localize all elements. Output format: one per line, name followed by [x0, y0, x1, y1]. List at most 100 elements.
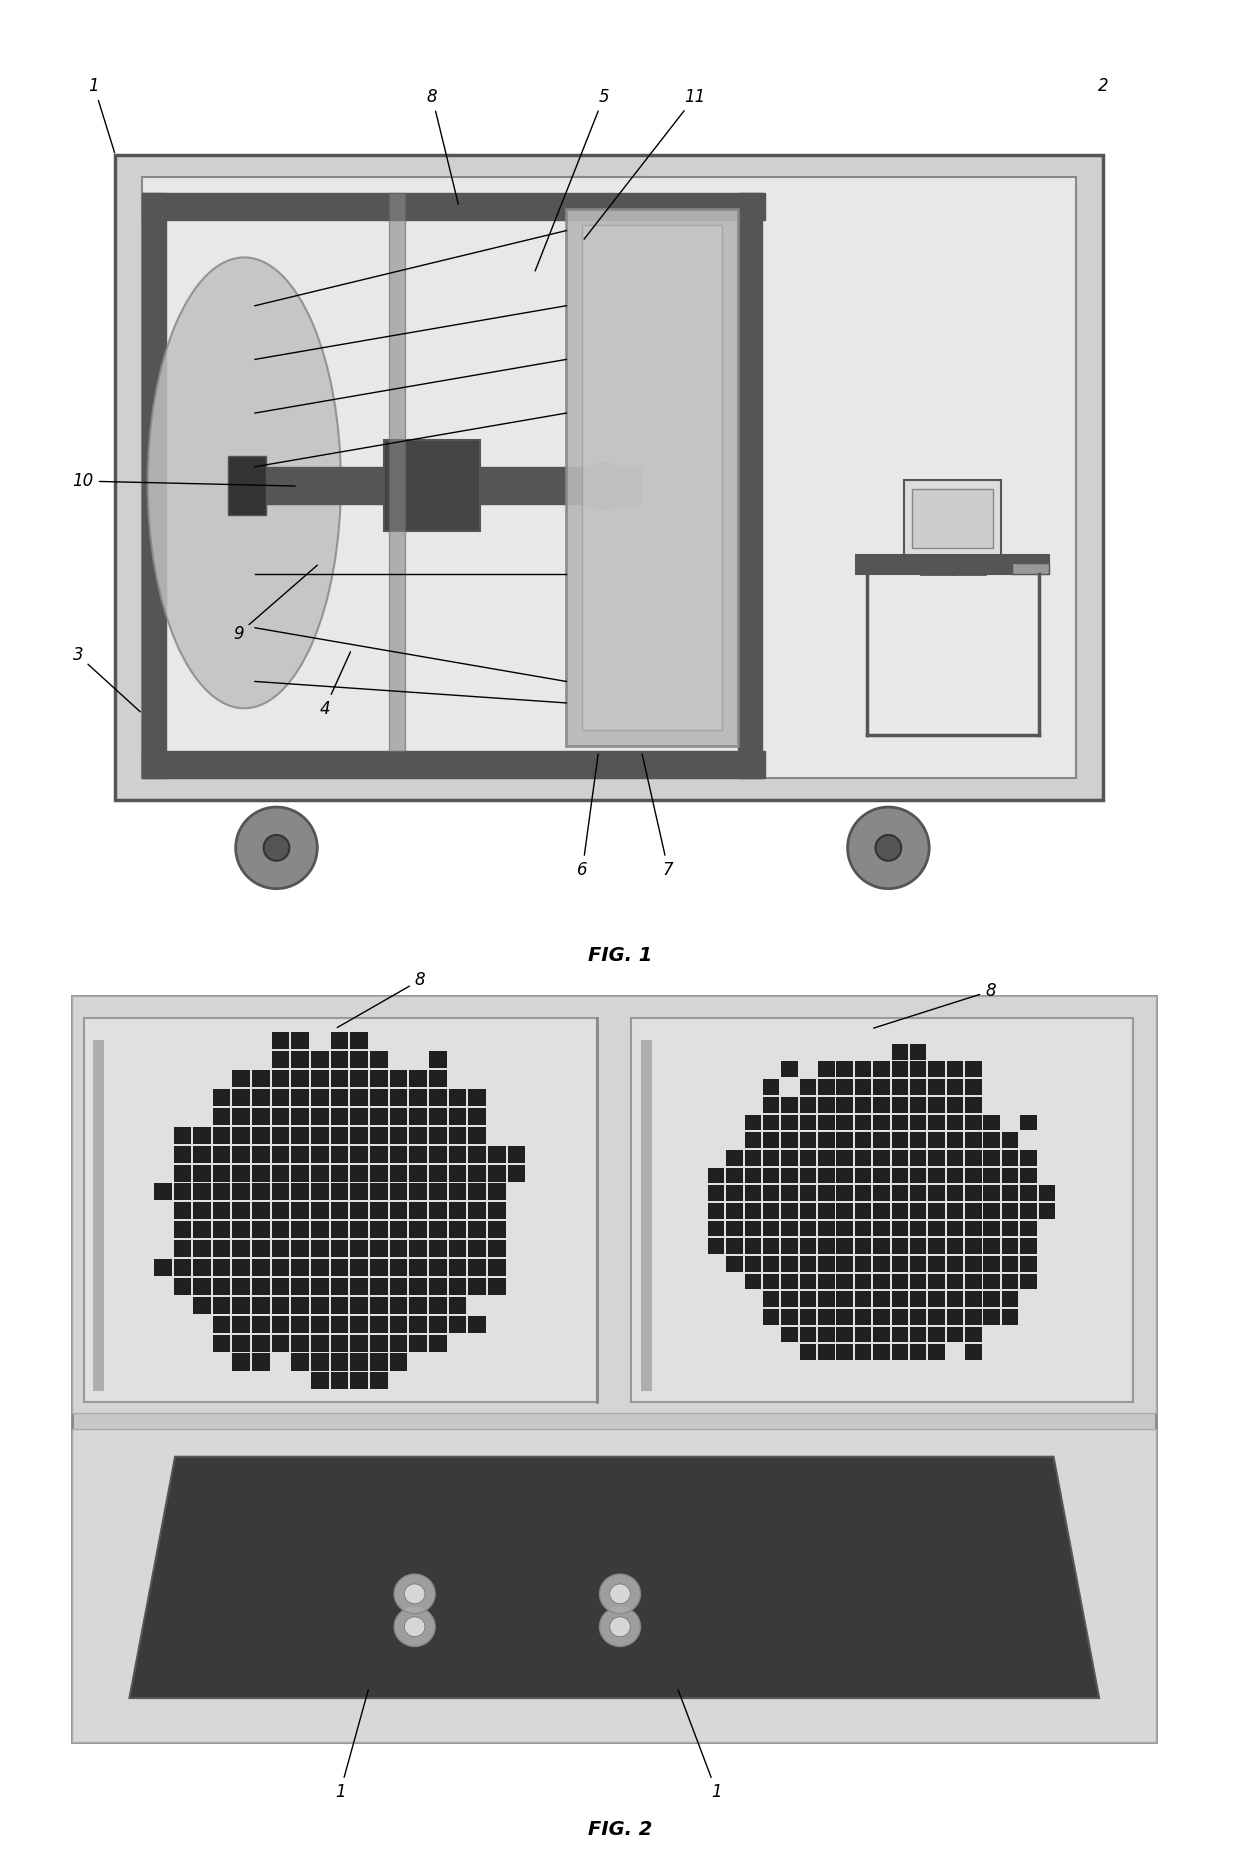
Text: 9: 9	[233, 566, 317, 642]
FancyBboxPatch shape	[892, 1292, 908, 1307]
FancyBboxPatch shape	[351, 1372, 368, 1389]
FancyBboxPatch shape	[892, 1044, 908, 1060]
FancyBboxPatch shape	[331, 1354, 348, 1370]
FancyBboxPatch shape	[449, 1165, 466, 1182]
FancyBboxPatch shape	[854, 1079, 872, 1096]
FancyBboxPatch shape	[781, 1238, 797, 1255]
FancyBboxPatch shape	[384, 441, 480, 530]
FancyBboxPatch shape	[409, 1202, 427, 1219]
FancyBboxPatch shape	[837, 1167, 853, 1184]
FancyBboxPatch shape	[910, 1344, 926, 1361]
FancyBboxPatch shape	[727, 1150, 743, 1165]
FancyBboxPatch shape	[449, 1221, 466, 1238]
Polygon shape	[129, 1456, 1099, 1699]
FancyBboxPatch shape	[763, 1186, 780, 1200]
FancyBboxPatch shape	[983, 1256, 999, 1271]
FancyBboxPatch shape	[837, 1150, 853, 1165]
FancyBboxPatch shape	[487, 1221, 506, 1238]
FancyBboxPatch shape	[351, 1258, 368, 1275]
FancyBboxPatch shape	[910, 1131, 926, 1148]
FancyBboxPatch shape	[232, 1107, 250, 1126]
FancyBboxPatch shape	[854, 1131, 872, 1148]
FancyBboxPatch shape	[193, 1298, 211, 1314]
FancyBboxPatch shape	[370, 1298, 388, 1314]
FancyBboxPatch shape	[781, 1273, 797, 1290]
FancyBboxPatch shape	[910, 1150, 926, 1165]
FancyBboxPatch shape	[291, 1335, 309, 1352]
FancyBboxPatch shape	[965, 1238, 982, 1255]
FancyBboxPatch shape	[351, 1202, 368, 1219]
FancyBboxPatch shape	[272, 1221, 289, 1238]
FancyBboxPatch shape	[409, 1184, 427, 1200]
Circle shape	[264, 835, 289, 861]
FancyBboxPatch shape	[854, 1167, 872, 1184]
FancyBboxPatch shape	[272, 1184, 289, 1200]
FancyBboxPatch shape	[232, 1240, 250, 1256]
FancyBboxPatch shape	[873, 1062, 890, 1077]
FancyBboxPatch shape	[272, 1165, 289, 1182]
FancyBboxPatch shape	[854, 1256, 872, 1271]
FancyBboxPatch shape	[232, 1146, 250, 1163]
FancyBboxPatch shape	[174, 1165, 191, 1182]
FancyBboxPatch shape	[311, 1298, 329, 1314]
FancyBboxPatch shape	[370, 1165, 388, 1182]
FancyBboxPatch shape	[910, 1062, 926, 1077]
FancyBboxPatch shape	[910, 1167, 926, 1184]
FancyBboxPatch shape	[781, 1256, 797, 1271]
FancyBboxPatch shape	[873, 1344, 890, 1361]
FancyBboxPatch shape	[911, 489, 992, 549]
FancyBboxPatch shape	[965, 1131, 982, 1148]
FancyBboxPatch shape	[449, 1107, 466, 1126]
Circle shape	[404, 1617, 425, 1637]
FancyBboxPatch shape	[409, 1088, 427, 1105]
FancyBboxPatch shape	[429, 1107, 446, 1126]
FancyBboxPatch shape	[370, 1354, 388, 1370]
FancyBboxPatch shape	[291, 1221, 309, 1238]
FancyBboxPatch shape	[965, 1202, 982, 1219]
FancyBboxPatch shape	[389, 192, 405, 751]
FancyBboxPatch shape	[469, 1316, 486, 1333]
FancyBboxPatch shape	[965, 1186, 982, 1200]
FancyBboxPatch shape	[487, 1165, 506, 1182]
FancyBboxPatch shape	[487, 1202, 506, 1219]
FancyBboxPatch shape	[744, 1150, 761, 1165]
FancyBboxPatch shape	[744, 1273, 761, 1290]
FancyBboxPatch shape	[252, 1088, 270, 1105]
Circle shape	[580, 463, 627, 510]
FancyBboxPatch shape	[331, 1088, 348, 1105]
FancyBboxPatch shape	[331, 1221, 348, 1238]
FancyBboxPatch shape	[983, 1167, 999, 1184]
FancyBboxPatch shape	[272, 1107, 289, 1126]
FancyBboxPatch shape	[1021, 1115, 1037, 1130]
FancyBboxPatch shape	[727, 1186, 743, 1200]
FancyBboxPatch shape	[873, 1202, 890, 1219]
FancyBboxPatch shape	[929, 1202, 945, 1219]
FancyBboxPatch shape	[351, 1088, 368, 1105]
FancyBboxPatch shape	[781, 1186, 797, 1200]
FancyBboxPatch shape	[272, 1202, 289, 1219]
FancyBboxPatch shape	[232, 1354, 250, 1370]
FancyBboxPatch shape	[910, 1186, 926, 1200]
FancyBboxPatch shape	[311, 1146, 329, 1163]
FancyBboxPatch shape	[291, 1354, 309, 1370]
FancyBboxPatch shape	[291, 1165, 309, 1182]
FancyBboxPatch shape	[72, 997, 1156, 1413]
Circle shape	[394, 1607, 435, 1647]
FancyBboxPatch shape	[763, 1096, 780, 1113]
FancyBboxPatch shape	[892, 1096, 908, 1113]
FancyBboxPatch shape	[311, 1051, 329, 1068]
FancyBboxPatch shape	[469, 1258, 486, 1275]
Text: 8: 8	[427, 88, 459, 204]
FancyBboxPatch shape	[892, 1131, 908, 1148]
FancyBboxPatch shape	[429, 1240, 446, 1256]
FancyBboxPatch shape	[708, 1167, 724, 1184]
FancyBboxPatch shape	[174, 1240, 191, 1256]
FancyBboxPatch shape	[965, 1150, 982, 1165]
FancyBboxPatch shape	[252, 1146, 270, 1163]
Circle shape	[394, 1574, 435, 1613]
FancyBboxPatch shape	[213, 1221, 231, 1238]
FancyBboxPatch shape	[965, 1273, 982, 1290]
FancyBboxPatch shape	[409, 1277, 427, 1296]
FancyBboxPatch shape	[873, 1167, 890, 1184]
FancyBboxPatch shape	[331, 1128, 348, 1144]
